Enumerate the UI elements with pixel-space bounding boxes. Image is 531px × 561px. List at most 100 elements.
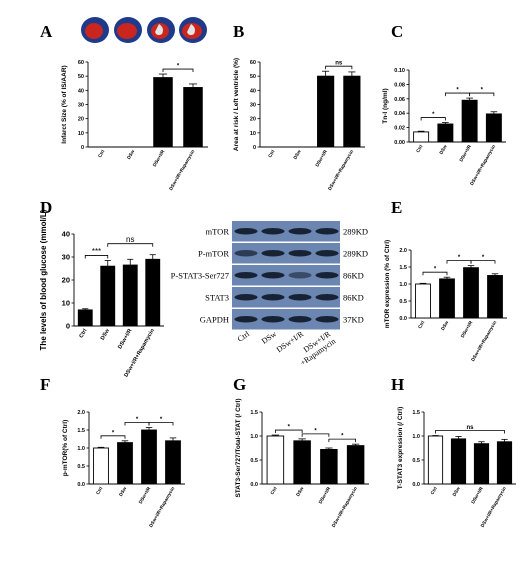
category-label: DSw+I/R+Rapamycin xyxy=(168,149,195,191)
category-label: DSw xyxy=(440,320,450,331)
category-label: DSw+I/R xyxy=(460,319,474,338)
category-label: DSw xyxy=(295,486,305,497)
blot-strip xyxy=(232,309,340,330)
heart-section-4 xyxy=(179,17,207,43)
y-tick-label: 30 xyxy=(62,253,70,262)
significance-label: * xyxy=(458,255,461,261)
bar xyxy=(450,438,467,485)
bar xyxy=(317,75,335,148)
y-tick-label: 0.0 xyxy=(399,316,407,322)
significance-bracket xyxy=(422,271,448,276)
category-label: DSw+I/R+Rapamycin xyxy=(469,144,496,186)
significance-label: ns xyxy=(126,235,134,244)
significance-bracket xyxy=(148,422,174,426)
category-label: DSw+I/R xyxy=(117,328,133,350)
bar xyxy=(461,99,478,143)
category-label: DSw xyxy=(126,149,136,160)
blot-band xyxy=(261,294,285,301)
bar xyxy=(93,447,109,485)
bar xyxy=(496,441,513,485)
significance-label: * xyxy=(112,430,115,436)
category-label: DSw+I/R xyxy=(318,485,332,504)
y-tick-label: 0.5 xyxy=(399,299,407,305)
significance-bracket xyxy=(301,433,330,437)
bar xyxy=(463,267,479,319)
y-tick-label: 10 xyxy=(78,131,84,137)
blot-strip xyxy=(232,265,340,286)
heart-section-images xyxy=(81,17,207,43)
y-tick-label: 0 xyxy=(66,322,70,331)
blot-band xyxy=(288,250,312,257)
panel-label-a: A xyxy=(40,22,53,41)
heart-section-2 xyxy=(114,17,142,43)
category-label: DSw+I/R+Rapamycin xyxy=(331,486,358,528)
y-tick-label: 60 xyxy=(78,60,84,66)
bar xyxy=(117,442,133,485)
blot-row-label: STAT3 xyxy=(205,292,229,302)
blot-band xyxy=(234,250,258,257)
significance-label: *** xyxy=(92,247,101,256)
y-tick-label: 50 xyxy=(78,74,84,80)
chart-panel-f: 0.0 0.5 1.0 1.5 2.0 p-mTOR(% of Ctrl) Ctrl DSw D… xyxy=(62,410,185,528)
blot-band xyxy=(315,228,339,235)
y-tick-label: 0.5 xyxy=(412,458,420,464)
blot-row: STAT3 86KD xyxy=(205,287,364,308)
y-tick-label: 20 xyxy=(78,117,84,123)
heart-section-3 xyxy=(147,17,175,43)
y-tick-label: 0.5 xyxy=(250,458,258,464)
blot-strip xyxy=(232,221,340,242)
y-tick-label: 20 xyxy=(62,276,70,285)
blot-band xyxy=(234,316,258,323)
significance-label: ns xyxy=(466,425,474,431)
blot-band xyxy=(288,228,312,235)
significance-label: * xyxy=(432,112,435,118)
significance-label: * xyxy=(456,88,459,94)
y-tick-label: 0.06 xyxy=(394,97,405,103)
y-axis-label: T-STAT3 expression (/ Ctrl) xyxy=(397,407,404,489)
y-tick-label: 0.08 xyxy=(394,82,405,88)
category-label: DSw xyxy=(452,486,462,497)
y-axis-label: Area at risk / Left ventricle (%) xyxy=(233,58,240,151)
category-label: Ctrl xyxy=(415,144,423,153)
category-label: DSw+I/R xyxy=(138,485,152,504)
bar xyxy=(485,113,502,143)
y-axis-label: mTOR expression (% of Ctrl) xyxy=(384,240,391,328)
blot-size-label: 289KD xyxy=(343,226,368,236)
y-axis-label: STAT3-Ser727/Total-STAT (/ Ctrl) xyxy=(235,398,242,497)
y-tick-label: 1.5 xyxy=(77,428,85,434)
y-tick-label: 1.5 xyxy=(412,410,420,416)
y-tick-label: 40 xyxy=(250,88,256,94)
significance-bracket xyxy=(107,243,154,247)
y-tick-label: 1.0 xyxy=(77,446,85,452)
blot-band xyxy=(288,294,312,301)
bar xyxy=(487,275,503,319)
y-tick-label: 0 xyxy=(253,145,256,151)
y-tick-label: 0.0 xyxy=(250,482,258,488)
bar xyxy=(439,278,455,319)
significance-label: * xyxy=(482,255,485,261)
significance-label: ns xyxy=(335,61,343,67)
category-label: DSw+I/R+Rapamycin xyxy=(480,486,507,528)
significance-label: * xyxy=(434,267,437,273)
category-label: Ctrl xyxy=(267,149,275,158)
bar xyxy=(473,443,490,485)
y-axis-label: Tn-I (ng/ml) xyxy=(382,88,389,123)
y-tick-label: 2.0 xyxy=(77,410,85,416)
y-axis-label: Infarct Size (% of IS/AAR) xyxy=(61,65,68,143)
bar xyxy=(153,77,173,148)
blot-band xyxy=(315,294,339,301)
chart-panel-g: 0.0 0.5 1.0 1.5 STAT3-Ser727/Total-STAT (/ C… xyxy=(235,398,369,528)
blot-lane-label: Ctrl xyxy=(236,329,252,344)
panel-label-g: G xyxy=(233,375,246,394)
category-label: Ctrl xyxy=(417,320,425,329)
significance-label: * xyxy=(314,428,317,434)
panel-label-h: H xyxy=(391,375,404,394)
y-tick-label: 0.0 xyxy=(412,482,420,488)
blot-band xyxy=(261,316,285,323)
blot-row: P-mTOR 289KD xyxy=(198,243,368,264)
y-tick-label: 0.02 xyxy=(394,126,405,132)
blot-lane-label: DSw+I/R xyxy=(275,329,306,354)
blot-band xyxy=(234,272,258,279)
y-tick-label: 2.0 xyxy=(399,248,407,254)
